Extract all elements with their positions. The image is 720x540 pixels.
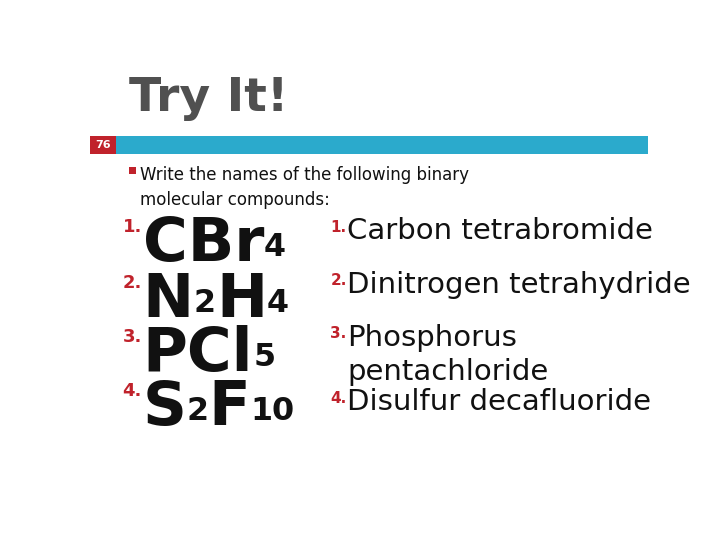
Bar xyxy=(129,167,136,174)
Text: 2: 2 xyxy=(186,396,209,427)
Text: 4.: 4. xyxy=(330,390,346,406)
Text: Try It!: Try It! xyxy=(129,76,288,122)
Text: CBr: CBr xyxy=(143,215,264,274)
Text: Carbon tetrabromide: Carbon tetrabromide xyxy=(347,217,653,245)
Text: S: S xyxy=(143,379,186,438)
Text: 2.: 2. xyxy=(330,273,346,288)
Text: Dinitrogen tetrahydride: Dinitrogen tetrahydride xyxy=(347,271,691,299)
Text: Write the names of the following binary
molecular compounds:: Write the names of the following binary … xyxy=(140,166,469,210)
Text: 5: 5 xyxy=(253,342,275,373)
Text: 1.: 1. xyxy=(122,218,142,236)
Text: 4: 4 xyxy=(267,288,289,319)
Text: 3.: 3. xyxy=(330,326,346,341)
Text: Phosphorus
pentachloride: Phosphorus pentachloride xyxy=(347,323,549,386)
Text: 4.: 4. xyxy=(122,382,142,400)
Text: 4: 4 xyxy=(264,232,286,263)
Bar xyxy=(90,136,648,154)
Text: 3.: 3. xyxy=(122,328,142,346)
Text: 76: 76 xyxy=(95,140,111,150)
Text: H: H xyxy=(216,271,267,330)
Text: 2.: 2. xyxy=(122,274,142,292)
Text: Disulfur decafluoride: Disulfur decafluoride xyxy=(347,388,652,416)
Text: N: N xyxy=(143,271,194,330)
Text: 10: 10 xyxy=(251,396,294,427)
Text: 2: 2 xyxy=(194,288,216,319)
Text: 1.: 1. xyxy=(330,220,346,234)
Bar xyxy=(90,136,117,154)
Text: PCl: PCl xyxy=(143,325,253,384)
Text: F: F xyxy=(209,379,251,438)
